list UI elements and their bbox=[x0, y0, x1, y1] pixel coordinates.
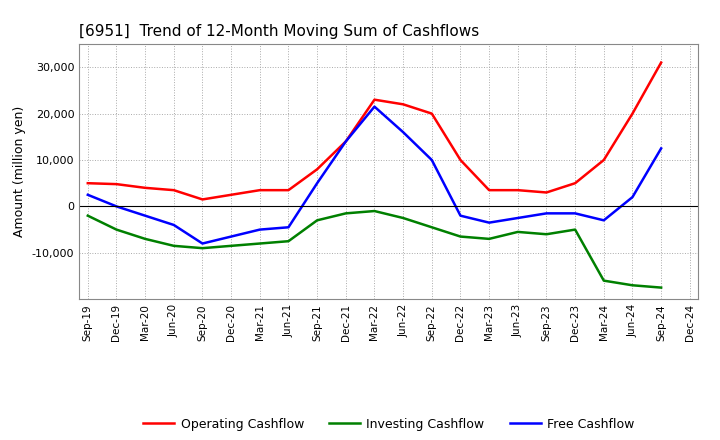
Investing Cashflow bbox=[169, 243, 178, 249]
Free Cashflow bbox=[370, 104, 379, 109]
Investing Cashflow bbox=[456, 234, 465, 239]
Operating Cashflow bbox=[169, 187, 178, 193]
Free Cashflow bbox=[628, 194, 636, 200]
Investing Cashflow bbox=[542, 231, 551, 237]
Line: Investing Cashflow: Investing Cashflow bbox=[88, 211, 661, 288]
Text: [6951]  Trend of 12-Month Moving Sum of Cashflows: [6951] Trend of 12-Month Moving Sum of C… bbox=[79, 24, 480, 39]
Free Cashflow bbox=[198, 241, 207, 246]
Free Cashflow bbox=[571, 211, 580, 216]
Operating Cashflow bbox=[84, 180, 92, 186]
Investing Cashflow bbox=[198, 246, 207, 251]
Investing Cashflow bbox=[428, 225, 436, 230]
Free Cashflow bbox=[312, 180, 321, 186]
Operating Cashflow bbox=[600, 158, 608, 163]
Free Cashflow bbox=[284, 225, 293, 230]
Free Cashflow bbox=[256, 227, 264, 232]
Operating Cashflow bbox=[198, 197, 207, 202]
Investing Cashflow bbox=[141, 236, 150, 242]
Operating Cashflow bbox=[341, 139, 350, 144]
Investing Cashflow bbox=[485, 236, 493, 242]
Investing Cashflow bbox=[112, 227, 121, 232]
Investing Cashflow bbox=[370, 209, 379, 214]
Free Cashflow bbox=[227, 234, 235, 239]
Y-axis label: Amount (million yen): Amount (million yen) bbox=[13, 106, 27, 237]
Operating Cashflow bbox=[312, 167, 321, 172]
Operating Cashflow bbox=[112, 181, 121, 187]
Investing Cashflow bbox=[513, 229, 522, 235]
Operating Cashflow bbox=[370, 97, 379, 103]
Free Cashflow bbox=[428, 158, 436, 163]
Investing Cashflow bbox=[284, 238, 293, 244]
Operating Cashflow bbox=[284, 187, 293, 193]
Free Cashflow bbox=[657, 146, 665, 151]
Operating Cashflow bbox=[256, 187, 264, 193]
Free Cashflow bbox=[112, 204, 121, 209]
Operating Cashflow bbox=[428, 111, 436, 116]
Investing Cashflow bbox=[399, 215, 408, 220]
Operating Cashflow bbox=[399, 102, 408, 107]
Operating Cashflow bbox=[485, 187, 493, 193]
Operating Cashflow bbox=[571, 180, 580, 186]
Investing Cashflow bbox=[227, 243, 235, 249]
Operating Cashflow bbox=[227, 192, 235, 198]
Free Cashflow bbox=[485, 220, 493, 225]
Free Cashflow bbox=[399, 129, 408, 135]
Operating Cashflow bbox=[657, 60, 665, 65]
Free Cashflow bbox=[169, 222, 178, 227]
Investing Cashflow bbox=[657, 285, 665, 290]
Investing Cashflow bbox=[600, 278, 608, 283]
Investing Cashflow bbox=[341, 211, 350, 216]
Free Cashflow bbox=[542, 211, 551, 216]
Line: Operating Cashflow: Operating Cashflow bbox=[88, 62, 661, 199]
Free Cashflow bbox=[513, 215, 522, 220]
Operating Cashflow bbox=[456, 158, 465, 163]
Investing Cashflow bbox=[628, 282, 636, 288]
Line: Free Cashflow: Free Cashflow bbox=[88, 106, 661, 243]
Free Cashflow bbox=[600, 218, 608, 223]
Free Cashflow bbox=[341, 139, 350, 144]
Operating Cashflow bbox=[542, 190, 551, 195]
Free Cashflow bbox=[141, 213, 150, 218]
Investing Cashflow bbox=[312, 218, 321, 223]
Free Cashflow bbox=[456, 213, 465, 218]
Operating Cashflow bbox=[628, 111, 636, 116]
Investing Cashflow bbox=[571, 227, 580, 232]
Investing Cashflow bbox=[256, 241, 264, 246]
Investing Cashflow bbox=[84, 213, 92, 218]
Legend: Operating Cashflow, Investing Cashflow, Free Cashflow: Operating Cashflow, Investing Cashflow, … bbox=[138, 413, 639, 436]
Operating Cashflow bbox=[513, 187, 522, 193]
Free Cashflow bbox=[84, 192, 92, 198]
Operating Cashflow bbox=[141, 185, 150, 191]
